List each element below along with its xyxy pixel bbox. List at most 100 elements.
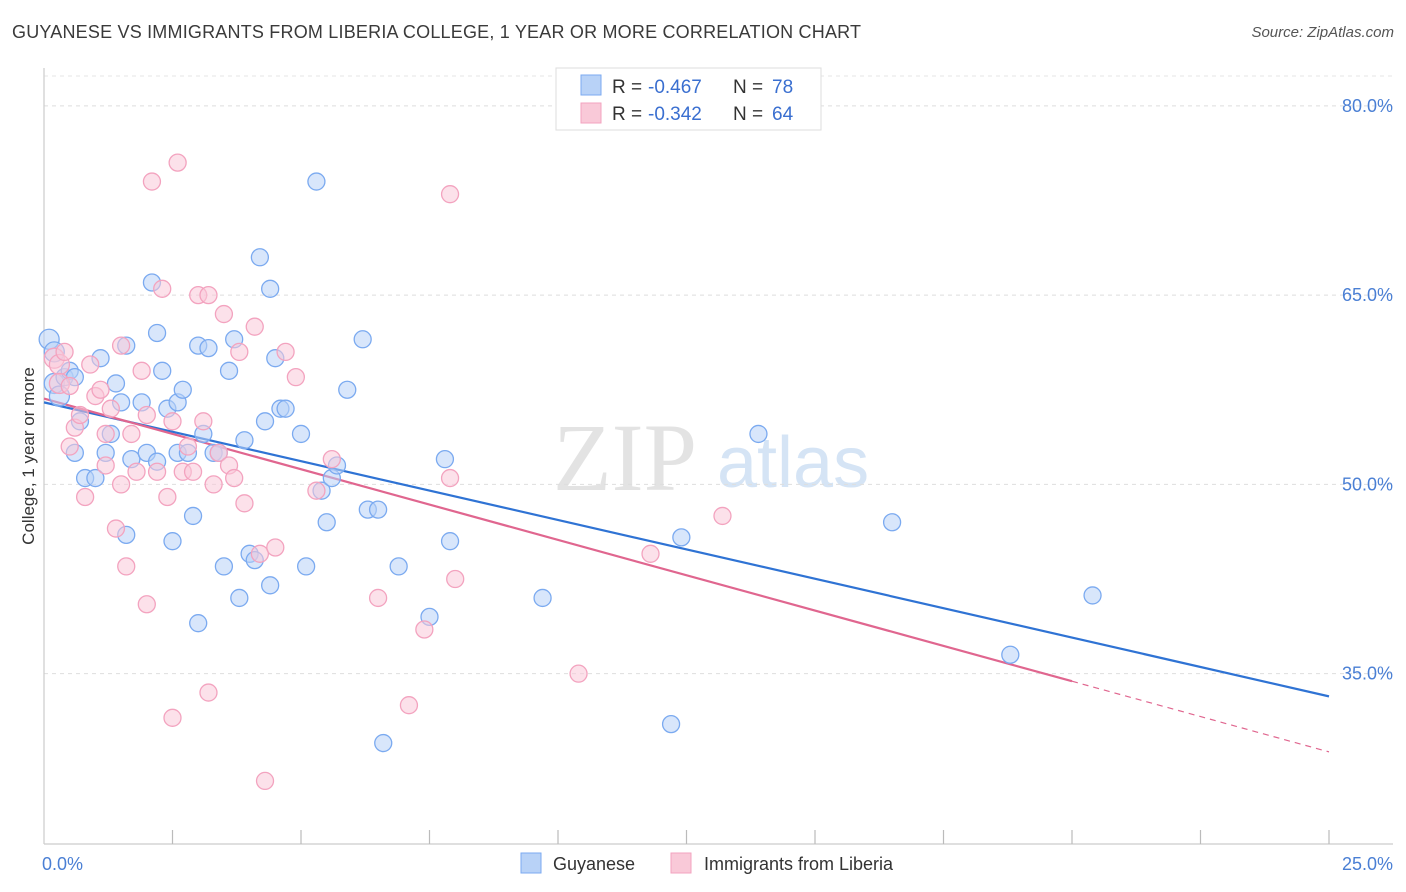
guyanese-point-69 bbox=[661, 714, 681, 734]
liberia-point-52 bbox=[322, 450, 341, 469]
liberia-point-55 bbox=[415, 620, 434, 639]
legend-n-value-1: 78 bbox=[772, 77, 793, 98]
guyanese-point-39 bbox=[219, 361, 239, 380]
liberia-point-29 bbox=[163, 708, 182, 727]
guyanese-point-66 bbox=[435, 450, 455, 469]
liberia-point-25 bbox=[147, 462, 167, 481]
liberia-point-48 bbox=[266, 538, 285, 557]
guyanese-point-54 bbox=[307, 172, 326, 191]
guyanese-point-32 bbox=[189, 614, 208, 633]
guyanese-point-46 bbox=[255, 412, 275, 431]
liberia-point-28 bbox=[163, 412, 182, 431]
guyanese-point-68 bbox=[533, 588, 552, 608]
bottom-legend-swatch-guyanese bbox=[520, 852, 542, 874]
liberia-point-3 bbox=[55, 342, 74, 362]
liberia-point-26 bbox=[153, 279, 172, 298]
liberia-point-42 bbox=[225, 468, 244, 488]
liberia-point-51 bbox=[307, 481, 326, 500]
bottom-legend: Guyanese Immigrants from Liberia bbox=[520, 852, 894, 874]
legend-swatch-guyanese bbox=[580, 74, 602, 96]
legend-swatch-liberia bbox=[580, 102, 602, 124]
liberia-point-23 bbox=[137, 405, 156, 425]
legend-n-value-2: 64 bbox=[772, 104, 794, 125]
guyanese-trend-line bbox=[43, 401, 1330, 698]
x-tick-label-0: 0.0% bbox=[42, 854, 83, 874]
legend-r-value-1: -0.467 bbox=[648, 77, 702, 98]
guyanese-point-71 bbox=[749, 424, 768, 444]
guyanese-point-64 bbox=[389, 557, 408, 576]
guyanese-point-51 bbox=[276, 399, 295, 418]
liberia-trend-line-dashed bbox=[1071, 680, 1330, 753]
guyanese-point-23 bbox=[147, 323, 167, 343]
guyanese-point-42 bbox=[235, 431, 254, 450]
liberia-point-43 bbox=[230, 342, 249, 362]
liberia-point-38 bbox=[204, 475, 223, 494]
liberia-point-53 bbox=[368, 588, 388, 608]
liberia-point-22 bbox=[137, 595, 156, 614]
liberia-point-9 bbox=[81, 355, 100, 374]
y-tick-label-3: 35.0% bbox=[1342, 664, 1393, 684]
liberia-point-45 bbox=[245, 317, 264, 336]
liberia-point-17 bbox=[111, 475, 131, 494]
liberia-point-21 bbox=[132, 361, 151, 380]
x-tick-label-1: 25.0% bbox=[1342, 854, 1393, 874]
liberia-point-40 bbox=[214, 304, 234, 324]
liberia-point-4 bbox=[60, 376, 79, 396]
guyanese-point-63 bbox=[374, 733, 393, 753]
liberia-point-35 bbox=[194, 412, 213, 431]
guyanese-point-62 bbox=[368, 500, 388, 519]
liberia-point-39 bbox=[209, 443, 228, 462]
liberia-point-57 bbox=[440, 468, 460, 488]
guyanese-point-52 bbox=[291, 424, 311, 444]
y-tick-label-0: 80.0% bbox=[1342, 96, 1393, 116]
stats-legend: R = -0.467 N = 78 R = -0.342 N = 64 bbox=[555, 67, 822, 131]
liberia-point-56 bbox=[440, 185, 460, 204]
guyanese-point-26 bbox=[163, 532, 182, 551]
guyanese-point-73 bbox=[1083, 586, 1102, 605]
liberia-point-16 bbox=[111, 336, 131, 355]
guyanese-point-31 bbox=[183, 506, 203, 526]
axis-layer bbox=[43, 68, 1393, 845]
liberia-point-32 bbox=[178, 437, 198, 456]
liberia-point-44 bbox=[235, 494, 254, 513]
liberia-point-58 bbox=[446, 569, 465, 589]
liberia-point-30 bbox=[168, 153, 187, 172]
guyanese-point-74 bbox=[1001, 645, 1020, 664]
guyanese-point-14 bbox=[106, 374, 126, 393]
liberia-point-13 bbox=[96, 456, 115, 475]
liberia-point-15 bbox=[106, 519, 126, 538]
liberia-point-18 bbox=[117, 557, 136, 576]
liberia-point-54 bbox=[399, 696, 419, 715]
guyanese-point-47 bbox=[261, 279, 280, 298]
guyanese-point-67 bbox=[440, 532, 460, 551]
bottom-legend-swatch-liberia bbox=[670, 852, 692, 874]
liberia-point-46 bbox=[250, 544, 270, 563]
watermark-atlas: atlas bbox=[717, 423, 869, 503]
guyanese-point-53 bbox=[296, 557, 316, 576]
liberia-point-12 bbox=[96, 424, 115, 444]
watermark-zip: ZIP bbox=[553, 404, 697, 511]
liberia-point-33 bbox=[183, 462, 203, 481]
liberia-point-14 bbox=[101, 399, 120, 418]
liberia-point-36 bbox=[199, 683, 218, 702]
liberia-point-27 bbox=[158, 487, 177, 507]
liberia-point-8 bbox=[75, 487, 95, 507]
tick-label-layer: 80.0% 65.0% 50.0% 35.0% 0.0% 25.0% bbox=[42, 96, 1393, 874]
liberia-point-49 bbox=[276, 342, 295, 362]
legend-n-label-1: N = bbox=[733, 77, 763, 98]
guyanese-point-72 bbox=[882, 513, 902, 532]
chart-title: GUYANESE VS IMMIGRANTS FROM LIBERIA COLL… bbox=[12, 22, 862, 42]
y-tick-label-1: 65.0% bbox=[1342, 285, 1393, 305]
liberia-point-37 bbox=[199, 285, 218, 305]
bottom-legend-label-liberia: Immigrants from Liberia bbox=[704, 854, 894, 874]
liberia-point-7 bbox=[70, 405, 90, 425]
y-tick-label-2: 50.0% bbox=[1342, 474, 1393, 494]
guyanese-point-70 bbox=[672, 528, 691, 547]
legend-r-value-2: -0.342 bbox=[648, 104, 702, 125]
guyanese-point-56 bbox=[317, 513, 336, 532]
liberia-point-5 bbox=[60, 437, 79, 456]
guyanese-point-24 bbox=[153, 361, 172, 380]
y-axis-title: College, 1 year or more bbox=[19, 367, 38, 545]
liberia-point-24 bbox=[142, 172, 162, 191]
